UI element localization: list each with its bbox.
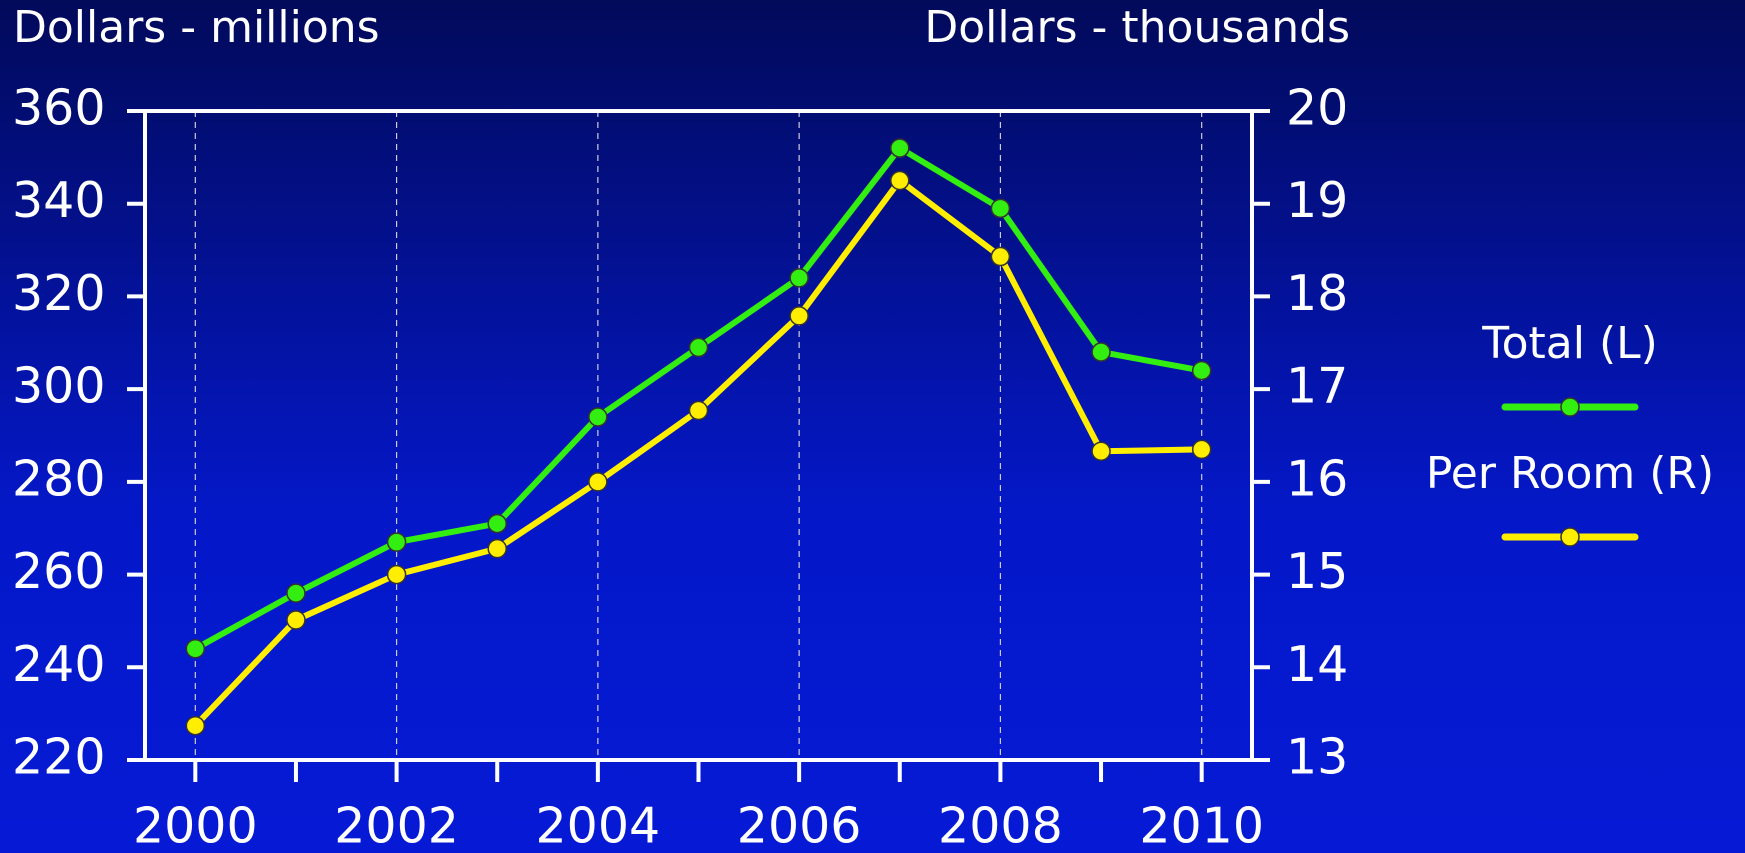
y-tick-label: 260 [12, 543, 106, 600]
legend-label: Per Room (R) [1426, 448, 1714, 499]
y2-tick-label: 20 [1286, 80, 1348, 137]
y2-tick-label: 14 [1286, 636, 1348, 693]
x-tick-label: 2006 [737, 798, 862, 853]
data-point [286, 610, 306, 630]
y-tick-label: 240 [12, 636, 106, 693]
y-tick-label: 280 [12, 450, 106, 507]
data-point [789, 306, 809, 326]
y-tick-label: 360 [12, 80, 106, 137]
data-point [789, 268, 809, 288]
y2-tick-label: 19 [1286, 172, 1348, 229]
y-axis-title: Dollars - millions [13, 2, 380, 53]
y-tick-label: 320 [12, 265, 106, 322]
data-point [1191, 439, 1212, 460]
y-tick-label: 340 [12, 172, 106, 229]
x-tick-label: 2004 [536, 798, 661, 853]
data-point [185, 638, 206, 659]
series-line [193, 177, 1202, 728]
y2-tick-label: 13 [1286, 729, 1348, 786]
plot-frame [143, 109, 1254, 762]
data-point [990, 198, 1011, 219]
data-point [185, 715, 206, 736]
y2-tick-label: 18 [1286, 265, 1348, 322]
x-tick-label: 2010 [1139, 798, 1264, 853]
data-point [688, 337, 709, 358]
data-point [487, 513, 507, 534]
data-point [286, 583, 306, 603]
y2-tick-label: 17 [1286, 358, 1348, 415]
data-point [688, 400, 709, 421]
legend-marker [1560, 527, 1580, 547]
data-point [890, 138, 910, 158]
series-line [193, 145, 1203, 652]
data-point [890, 170, 910, 191]
data-point [1091, 342, 1111, 362]
x-tick-label: 2008 [938, 798, 1063, 853]
y2-tick-label: 15 [1286, 543, 1348, 600]
data-point [1191, 360, 1212, 381]
y2-tick-label: 16 [1286, 450, 1348, 507]
data-point [386, 532, 407, 552]
data-point [990, 246, 1011, 267]
x-tick-label: 2002 [334, 798, 459, 853]
data-point [588, 407, 608, 427]
data-point [1091, 441, 1111, 462]
data-point [588, 472, 608, 492]
data-point [487, 538, 507, 559]
y-tick-label: 220 [12, 729, 106, 786]
x-tick-label: 2000 [133, 798, 258, 853]
data-point [386, 564, 407, 585]
legend-label: Total (L) [1481, 318, 1658, 369]
y2-axis-title: Dollars - thousands [924, 2, 1350, 53]
y-tick-label: 300 [12, 358, 106, 415]
legend-marker [1560, 397, 1580, 417]
